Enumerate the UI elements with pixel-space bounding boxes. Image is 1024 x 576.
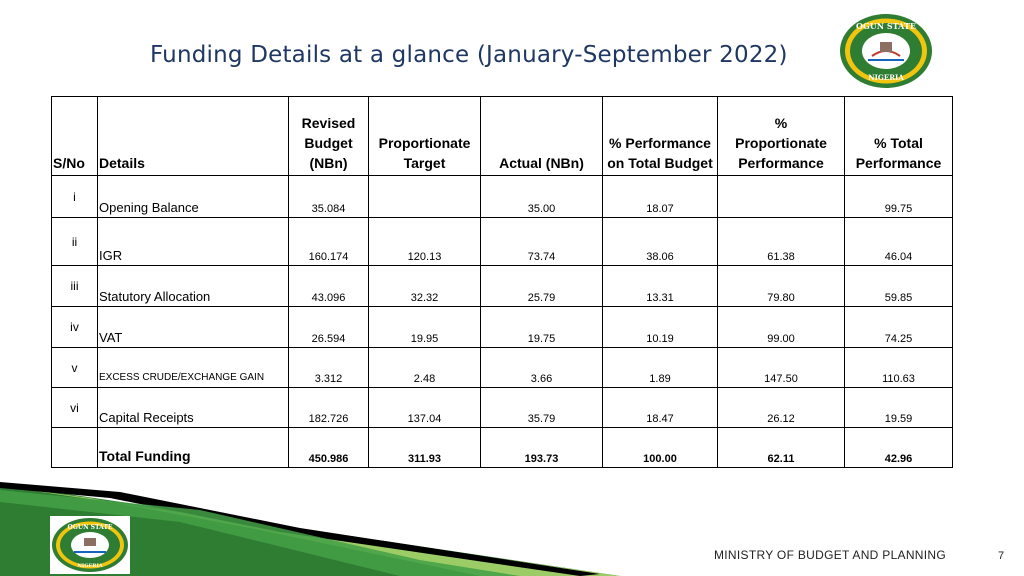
cell-actual: 35.79 (480, 387, 603, 428)
cell-proportionate-target: 19.95 (368, 306, 481, 348)
table-row-opening-balance: i Opening Balance 35.084 35.00 18.07 99.… (51, 175, 953, 218)
cell-revised-budget: 26.594 (288, 306, 369, 348)
cell-performance-total-budget: 38.06 (602, 217, 718, 266)
cell-total-performance: 42.96 (844, 427, 953, 468)
cell-performance-total-budget: 13.31 (602, 265, 718, 307)
ogun-state-seal-logo: OGUN STATE NIGERIA (840, 14, 932, 88)
cell-sno: v (51, 347, 98, 388)
cell-details: Total Funding (97, 427, 289, 468)
header-revised-budget: Revised Budget (NBn) (288, 96, 369, 176)
cell-proportionate-target: 2.48 (368, 347, 481, 388)
table-row-excess-crude: v EXCESS CRUDE/EXCHANGE GAIN 3.312 2.48 … (51, 347, 953, 388)
cell-details: IGR (97, 217, 289, 266)
header-sno: S/No (51, 96, 98, 176)
cell-proportionate-performance: 26.12 (717, 387, 845, 428)
cell-proportionate-target: 32.32 (368, 265, 481, 307)
cell-proportionate-performance: 79.80 (717, 265, 845, 307)
cell-revised-budget: 450.986 (288, 427, 369, 468)
cell-actual: 3.66 (480, 347, 603, 388)
table-row-total-funding: Total Funding 450.986 311.93 193.73 100.… (51, 427, 953, 468)
header-details: Details (97, 96, 289, 176)
cell-details: Opening Balance (97, 175, 289, 218)
header-performance-total-budget: % Performance on Total Budget (602, 96, 718, 176)
page-title: Funding Details at a glance (January-Sep… (150, 42, 788, 68)
table-header-row: S/No Details Revised Budget (NBn) Proporti… (51, 96, 953, 176)
cell-proportionate-target (368, 175, 481, 218)
cell-actual: 35.00 (480, 175, 603, 218)
cell-proportionate-performance: 62.11 (717, 427, 845, 468)
cell-performance-total-budget: 100.00 (602, 427, 718, 468)
cell-actual: 19.75 (480, 306, 603, 348)
cell-proportionate-target: 120.13 (368, 217, 481, 266)
cell-sno (51, 427, 98, 468)
cell-revised-budget: 3.312 (288, 347, 369, 388)
cell-performance-total-budget: 18.47 (602, 387, 718, 428)
ogun-state-seal-logo-small: OGUN STATE NIGERIA (50, 516, 130, 574)
cell-total-performance: 59.85 (844, 265, 953, 307)
cell-revised-budget: 43.096 (288, 265, 369, 307)
cell-details: Statutory Allocation (97, 265, 289, 307)
table-row-statutory-allocation: iii Statutory Allocation 43.096 32.32 25… (51, 265, 953, 307)
cell-actual: 73.74 (480, 217, 603, 266)
cell-performance-total-budget: 10.19 (602, 306, 718, 348)
header-proportionate-performance: % Proportionate Performance (717, 96, 845, 176)
cell-details: EXCESS CRUDE/EXCHANGE GAIN (97, 347, 289, 388)
seal-small-top-text: OGUN STATE (68, 524, 113, 531)
cell-sno: ii (51, 217, 98, 266)
cell-total-performance: 19.59 (844, 387, 953, 428)
seal-small-bottom-text: NIGERIA (77, 563, 102, 569)
cell-revised-budget: 160.174 (288, 217, 369, 266)
seal-top-text: OGUN STATE (856, 21, 916, 31)
cell-total-performance: 110.63 (844, 347, 953, 388)
cell-sno: iv (51, 306, 98, 348)
cell-sno: vi (51, 387, 98, 428)
table-row-capital-receipts: vi Capital Receipts 182.726 137.04 35.79… (51, 387, 953, 428)
cell-details: Capital Receipts (97, 387, 289, 428)
cell-total-performance: 99.75 (844, 175, 953, 218)
cell-actual: 25.79 (480, 265, 603, 307)
cell-performance-total-budget: 1.89 (602, 347, 718, 388)
cell-proportionate-performance: 147.50 (717, 347, 845, 388)
cell-proportionate-target: 137.04 (368, 387, 481, 428)
cell-details: VAT (97, 306, 289, 348)
cell-actual: 193.73 (480, 427, 603, 468)
cell-performance-total-budget: 18.07 (602, 175, 718, 218)
cell-total-performance: 46.04 (844, 217, 953, 266)
table-row-igr: ii IGR 160.174 120.13 73.74 38.06 61.38 … (51, 217, 953, 266)
header-proportionate-target: Proportionate Target (368, 96, 481, 176)
cell-proportionate-performance: 61.38 (717, 217, 845, 266)
footer-swoosh-decoration (0, 482, 620, 576)
cell-revised-budget: 35.084 (288, 175, 369, 218)
header-actual: Actual (NBn) (480, 96, 603, 176)
cell-revised-budget: 182.726 (288, 387, 369, 428)
footer-ministry-name: MINISTRY OF BUDGET AND PLANNING (714, 548, 947, 562)
cell-total-performance: 74.25 (844, 306, 953, 348)
cell-sno: i (51, 175, 98, 218)
page-number: 7 (998, 550, 1005, 562)
seal-bottom-text: NIGERIA (868, 73, 904, 82)
funding-table: S/No Details Revised Budget (NBn) Proporti… (51, 96, 953, 468)
cell-proportionate-performance (717, 175, 845, 218)
cell-sno: iii (51, 265, 98, 307)
header-total-performance: % Total Performance (844, 96, 953, 176)
cell-proportionate-performance: 99.00 (717, 306, 845, 348)
table-row-vat: iv VAT 26.594 19.95 19.75 10.19 99.00 74… (51, 306, 953, 348)
cell-proportionate-target: 311.93 (368, 427, 481, 468)
